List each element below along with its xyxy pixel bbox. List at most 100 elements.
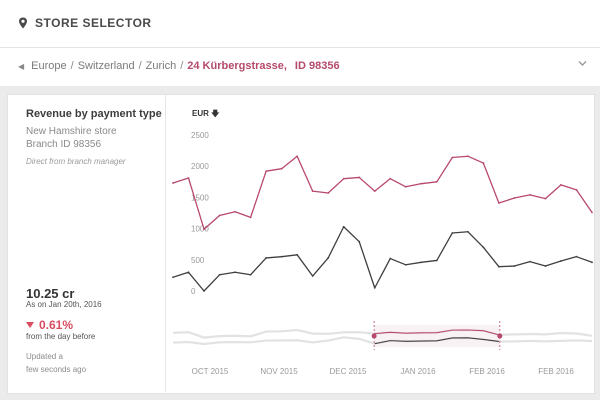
- data-point: [404, 263, 407, 266]
- data-point: [234, 210, 236, 213]
- breadcrumb-store-id: ID 98356: [294, 60, 340, 72]
- data-point: [187, 271, 190, 274]
- breadcrumb-item-zurich[interactable]: Zurich: [145, 60, 177, 72]
- data-point: [296, 253, 299, 256]
- data-point: [591, 211, 593, 214]
- breadcrumb-item-switzerland[interactable]: Switzerland: [77, 60, 135, 72]
- data-point: [296, 155, 299, 158]
- data-point: [342, 177, 345, 180]
- data-point: [451, 232, 454, 234]
- data-point: [249, 216, 252, 219]
- navigator-right-handle[interactable]: [497, 333, 503, 339]
- data-point: [172, 276, 174, 279]
- top-bar: STORE SELECTOR: [0, 0, 600, 48]
- series-line-0: [172, 155, 593, 230]
- data-point: [265, 257, 268, 259]
- data-point: [203, 290, 205, 292]
- data-point: [435, 180, 438, 183]
- navigator-selected-series-0: [374, 329, 500, 336]
- x-tick-label: DEC 2015: [330, 367, 367, 376]
- data-point: [513, 197, 516, 199]
- data-point: [249, 273, 252, 276]
- data-point: [311, 275, 314, 277]
- data-point: [373, 190, 376, 193]
- change-percent: 0.61%: [39, 318, 74, 332]
- updated-line-1: Updated a: [26, 352, 63, 361]
- navigator-left-handle[interactable]: [371, 333, 377, 339]
- map-pin-icon: [19, 17, 27, 29]
- back-arrow-icon[interactable]: ◀: [18, 61, 25, 71]
- data-point: [358, 176, 361, 179]
- y-axis-unit[interactable]: EUR 🡇: [192, 108, 219, 122]
- branch-id: Branch ID 98356: [26, 139, 102, 150]
- store-selector-label: STORE SELECTOR: [35, 16, 152, 30]
- y-tick-label: 2000: [191, 162, 209, 171]
- as-of-date: As on Jan 20th, 2016: [26, 300, 102, 309]
- data-point: [327, 192, 330, 194]
- data-point: [420, 261, 423, 264]
- breadcrumb-separator: /: [180, 60, 184, 72]
- data-point: [280, 255, 283, 258]
- navigator-selected-series-1: [374, 337, 499, 345]
- breadcrumb: ◀ Europe / Switzerland / Zurich / 24 Kür…: [18, 60, 340, 72]
- breadcrumb-active-store: 24 Kürbergstrasse,: [187, 60, 287, 72]
- chevron-down-icon[interactable]: [578, 60, 587, 67]
- y-tick-label: 2500: [191, 131, 209, 140]
- data-point: [591, 261, 593, 264]
- data-point: [327, 257, 330, 259]
- data-point: [560, 184, 562, 186]
- store-name: New Hamshire store: [26, 126, 117, 137]
- data-point: [311, 190, 314, 193]
- data-point: [389, 257, 392, 260]
- data-point: [497, 265, 500, 268]
- data-point: [280, 167, 283, 170]
- data-point: [373, 286, 376, 289]
- y-tick-label: 1000: [191, 225, 209, 234]
- y-tick-label: 500: [191, 256, 205, 265]
- data-point: [482, 162, 485, 164]
- data-point: [265, 170, 268, 173]
- breadcrumb-separator: /: [70, 60, 74, 72]
- data-point: [466, 230, 469, 233]
- series-line-1: [172, 226, 593, 292]
- x-tick-label: JAN 2016: [400, 367, 436, 376]
- change-indicator: 0.61%: [26, 318, 73, 332]
- breadcrumb-bar: ◀ Europe / Switzerland / Zurich / 24 Kür…: [0, 48, 600, 87]
- navigator-selection: [374, 325, 500, 347]
- x-tick-label: FEB 2016: [469, 367, 505, 376]
- x-tick-label: NOV 2015: [260, 367, 298, 376]
- revenue-line-chart: 2500 2000 1500 1000 500 0 OCT 2015 NOV 2015 DEC …: [172, 131, 593, 376]
- store-selector-title[interactable]: STORE SELECTOR: [18, 16, 152, 30]
- data-point: [529, 260, 531, 263]
- change-note: from the day before: [26, 332, 96, 341]
- breadcrumb-item-europe[interactable]: Europe: [31, 60, 67, 72]
- data-point: [513, 265, 516, 267]
- data-point: [218, 214, 221, 217]
- breadcrumb-separator: /: [138, 60, 142, 72]
- summary-panel: [7, 94, 166, 392]
- revenue-value: 10.25 cr: [26, 286, 75, 301]
- data-point: [358, 240, 361, 243]
- data-point: [466, 155, 469, 158]
- data-point: [187, 177, 190, 179]
- data-point: [203, 228, 205, 231]
- y-tick-label: 1500: [191, 193, 209, 202]
- x-tick-label: OCT 2015: [192, 367, 229, 376]
- data-point: [497, 202, 500, 204]
- data-point: [575, 255, 578, 258]
- data-point: [404, 185, 407, 188]
- data-point: [544, 265, 547, 267]
- data-point: [529, 194, 531, 196]
- data-point: [234, 271, 236, 274]
- data-point: [544, 197, 547, 200]
- data-point: [451, 156, 454, 159]
- data-point: [420, 182, 423, 185]
- data-point: [172, 182, 174, 184]
- data-point: [482, 246, 485, 249]
- y-axis-label: EUR: [192, 109, 209, 118]
- data-point: [435, 259, 438, 262]
- data-point: [560, 260, 562, 262]
- updated-line-2: few seconds ago: [26, 365, 87, 374]
- panel-title: Revenue by payment type: [26, 108, 162, 120]
- x-tick-label: FEB 2016: [538, 367, 574, 376]
